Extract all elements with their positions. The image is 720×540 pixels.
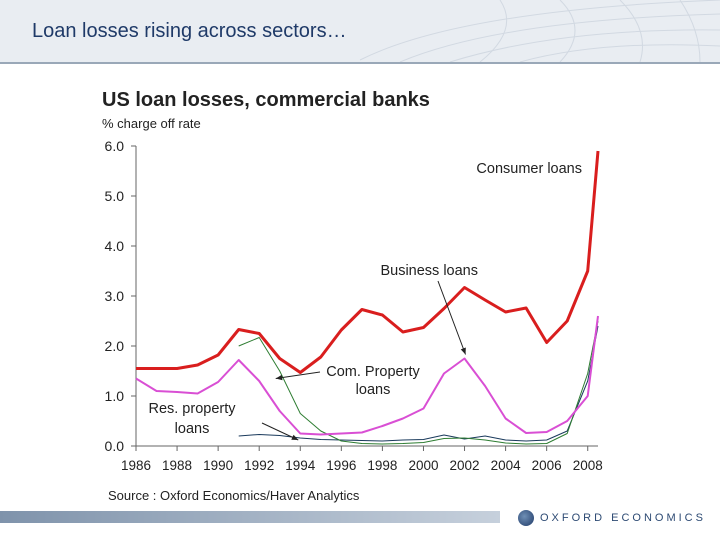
annotation-arrowhead <box>291 434 299 440</box>
y-tick-label: 1.0 <box>105 388 125 404</box>
y-axis-label: % charge off rate <box>102 116 201 131</box>
annotation-business-loans: Business loans <box>380 263 478 279</box>
annotation-arrowhead <box>460 347 466 355</box>
annotation-arrow <box>261 422 299 441</box>
annotation-res-property-loans: Res. property <box>148 401 236 417</box>
x-tick-label: 1994 <box>285 458 316 473</box>
footer-bar <box>0 511 500 523</box>
annotation-com-property-loans: Com. Property <box>326 364 420 380</box>
x-tick-label: 1996 <box>326 458 356 473</box>
y-tick-label: 4.0 <box>105 238 125 254</box>
header-divider <box>0 62 720 64</box>
y-tick-label: 2.0 <box>105 338 125 354</box>
series-line-consumer-loans <box>136 150 600 374</box>
x-tick-label: 1986 <box>121 458 151 473</box>
y-tick-label: 6.0 <box>105 138 125 154</box>
y-tick-label: 5.0 <box>105 188 125 204</box>
x-tick-label: 2008 <box>573 458 603 473</box>
chart-title: US loan losses, commercial banks <box>102 89 430 111</box>
x-tick-label: 1992 <box>244 458 274 473</box>
annotation-res-property-loans-line2: loans <box>175 421 210 437</box>
annotation-arrowhead <box>275 374 283 381</box>
slide-title: Loan losses rising across sectors… <box>32 20 347 42</box>
slide-header: Loan losses rising across sectors… <box>0 0 720 62</box>
annotation-com-property-loans-line2: loans <box>356 382 391 398</box>
oxford-economics-logo: OXFORD ECONOMICS <box>518 508 706 528</box>
x-tick-label: 2002 <box>450 458 480 473</box>
annotation-arrow <box>437 280 467 355</box>
loan-losses-chart: US loan losses, commercial banks % charg… <box>102 89 603 503</box>
series-line-com-property-loans <box>238 320 599 445</box>
series-line-business-loans <box>135 315 599 436</box>
logo-text: OXFORD ECONOMICS <box>540 512 706 524</box>
x-tick-label: 1988 <box>162 458 192 473</box>
chart-source: Source : Oxford Economics/Haver Analytic… <box>108 488 360 503</box>
annotation-consumer-loans: Consumer loans <box>476 161 582 177</box>
y-tick-label: 0.0 <box>105 438 125 454</box>
annotation-arrow <box>275 371 321 379</box>
y-tick-label: 3.0 <box>105 288 125 304</box>
x-tick-label: 2000 <box>408 458 438 473</box>
globe-logo-icon <box>518 510 534 526</box>
x-tick-label: 2004 <box>491 458 522 473</box>
x-tick-label: 2006 <box>532 458 562 473</box>
x-tick-label: 1998 <box>367 458 397 473</box>
x-tick-label: 1990 <box>203 458 233 473</box>
header-globe-pattern <box>359 0 720 62</box>
series-line-res-property-loans <box>238 325 599 442</box>
